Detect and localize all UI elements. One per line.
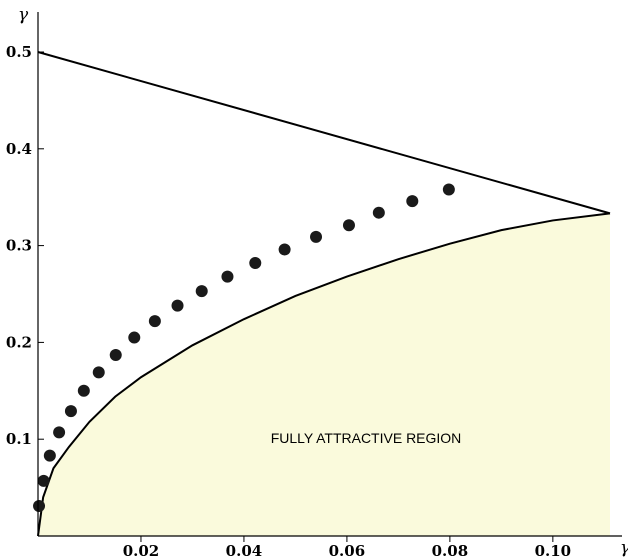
y-tick-label: 0.3 [6, 237, 32, 255]
y-tick-label: 0.4 [6, 140, 32, 158]
x-tick-label: 0.08 [432, 542, 469, 557]
x-tick-label: 0.06 [329, 542, 366, 557]
data-point [64, 405, 77, 418]
lower-boundary-curve [37, 212, 611, 537]
data-point [43, 449, 56, 462]
data-point [33, 499, 46, 512]
data-point [195, 285, 208, 298]
upper-boundary-line [37, 51, 611, 215]
x-tick-label: 0.04 [226, 542, 263, 557]
data-point [128, 331, 141, 344]
region-label: FULLY ATTRACTIVE REGION [271, 430, 462, 446]
axis-ticks: 0.02 0.04 0.06 0.08 0.10 0.1 0.2 0.3 0.4 0.5 [6, 43, 571, 557]
data-point [92, 366, 105, 379]
y-tick-label: 0.5 [6, 43, 32, 61]
y-tick-label: 0.2 [6, 333, 32, 351]
data-point [249, 257, 262, 270]
x-tick-label: 0.02 [123, 542, 160, 557]
data-point [406, 195, 419, 208]
y-tick-label: 0.1 [6, 430, 32, 448]
data-point [221, 270, 234, 283]
data-point [148, 315, 161, 328]
x-tick-label: 0.10 [535, 542, 572, 557]
data-point [310, 230, 323, 243]
data-point [442, 183, 455, 196]
plot-area [33, 51, 611, 537]
data-point [171, 299, 184, 312]
x-axis-title: γ [620, 538, 628, 557]
data-point [77, 384, 90, 397]
data-point [37, 474, 50, 487]
y-axis-title: γ [18, 5, 29, 25]
data-point [53, 426, 66, 439]
data-point [342, 219, 355, 232]
shaded-region [38, 213, 610, 536]
data-point [372, 206, 385, 219]
data-point [278, 243, 291, 256]
data-point [109, 348, 122, 361]
